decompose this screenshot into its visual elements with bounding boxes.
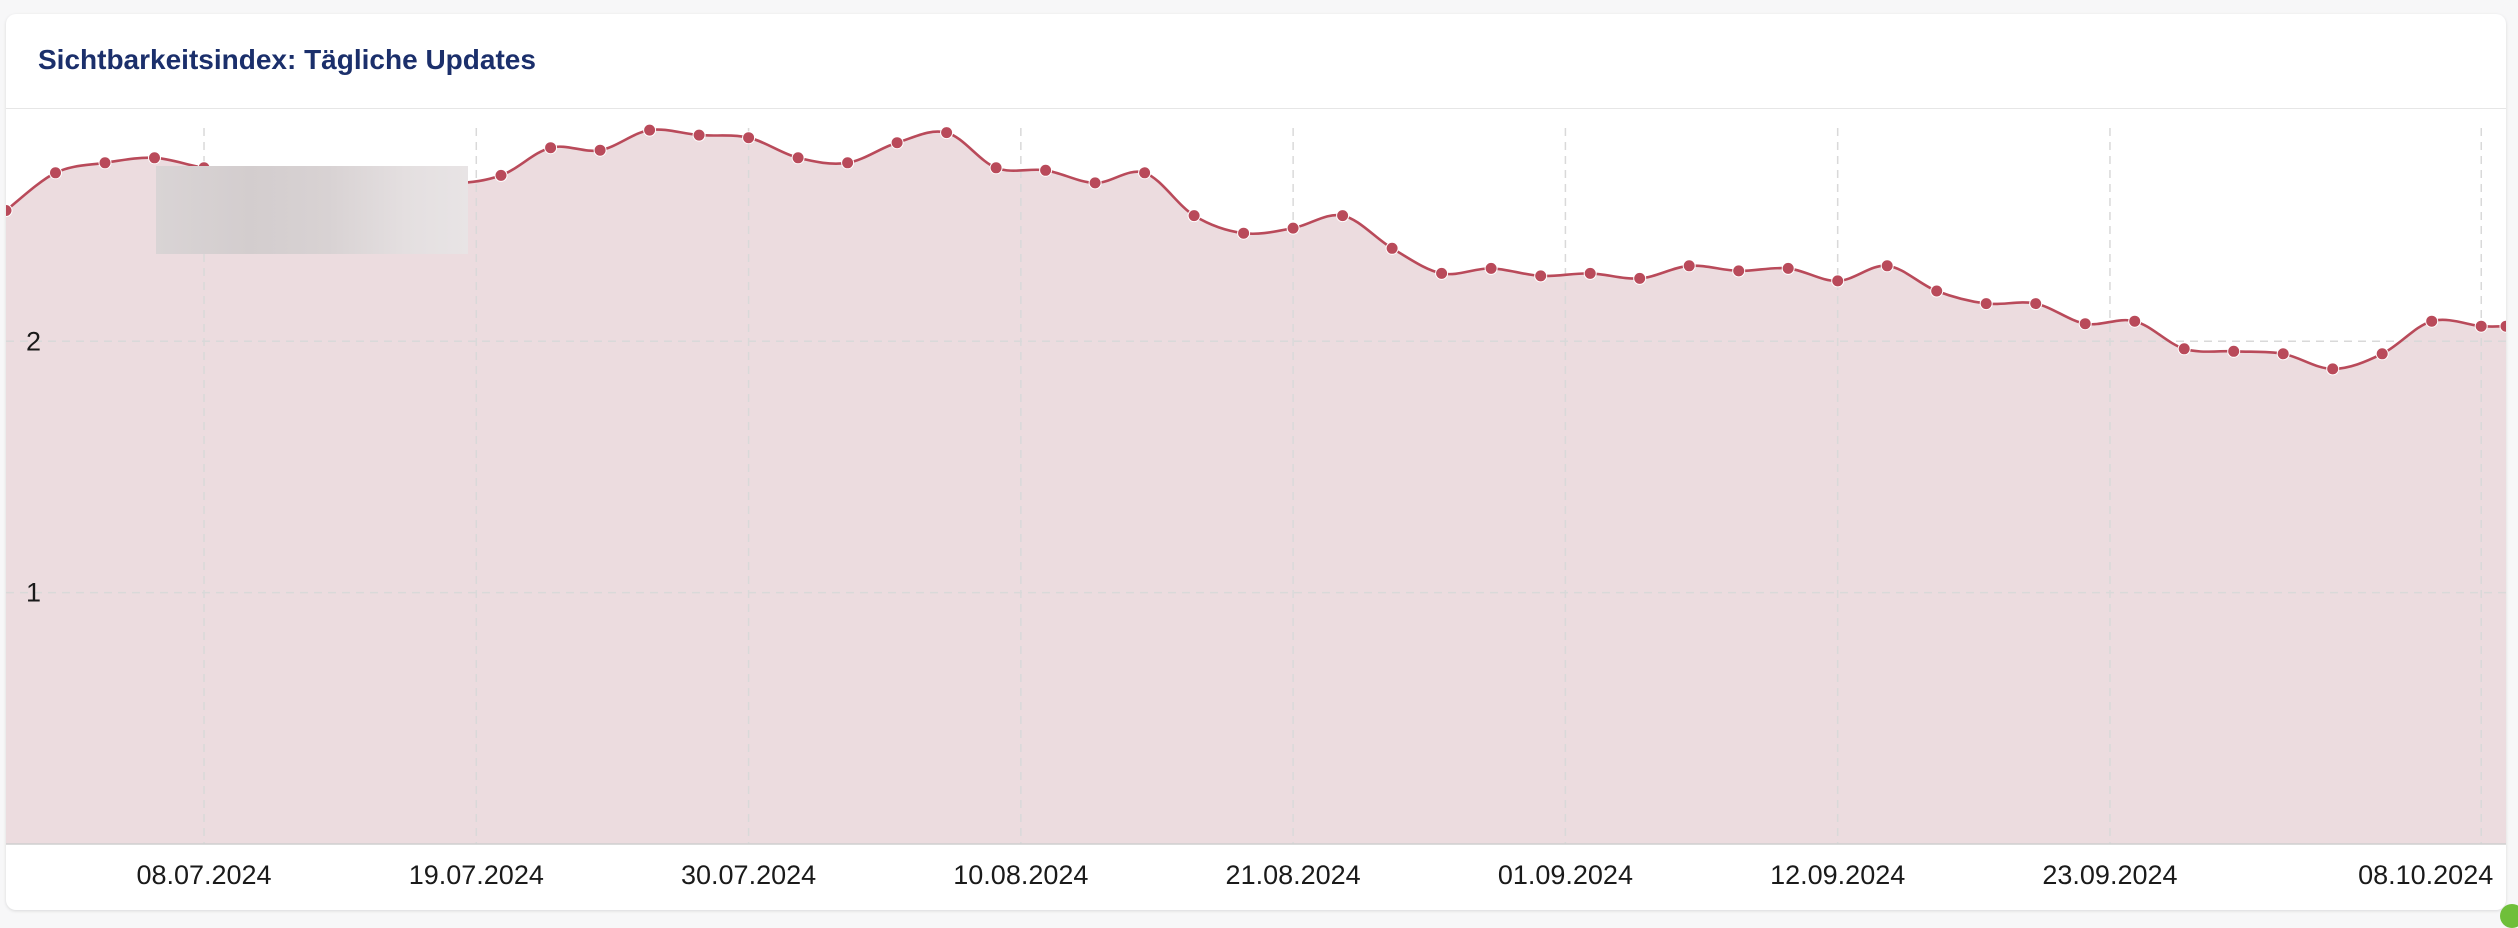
data-point-49 — [2426, 315, 2438, 327]
data-point-19 — [941, 127, 953, 139]
data-point-34 — [1683, 260, 1695, 272]
data-point-36 — [1782, 262, 1794, 274]
data-point-38 — [1881, 260, 1893, 272]
data-point-10 — [495, 169, 507, 181]
data-point-50 — [2475, 320, 2487, 332]
data-point-42 — [2079, 318, 2091, 330]
data-point-35 — [1733, 265, 1745, 277]
data-point-26 — [1287, 222, 1299, 234]
data-point-30 — [1485, 262, 1497, 274]
data-point-17 — [842, 157, 854, 169]
data-point-48 — [2376, 348, 2388, 360]
data-point-32 — [1584, 267, 1596, 279]
data-point-23 — [1139, 167, 1151, 179]
data-point-13 — [644, 124, 656, 136]
x-tick-label-8: 08.10.2024 — [2358, 860, 2493, 890]
data-point-14 — [693, 129, 705, 141]
data-point-40 — [1980, 298, 1992, 310]
data-point-28 — [1386, 242, 1398, 254]
status-indicator — [2500, 904, 2518, 928]
data-point-43 — [2129, 315, 2141, 327]
data-point-18 — [891, 137, 903, 149]
x-tick-label-0: 08.07.2024 — [136, 860, 271, 890]
data-point-44 — [2178, 343, 2190, 355]
data-point-24 — [1188, 210, 1200, 222]
data-point-39 — [1931, 285, 1943, 297]
y-tick-label-2: 2 — [26, 326, 41, 356]
data-point-15 — [743, 132, 755, 144]
data-point-41 — [2030, 298, 2042, 310]
visibility-index-chart: 1 2 08.07.2024 19.07.2024 30.07.2024 10.08.20… — [6, 14, 2506, 910]
y-tick-label-1: 1 — [26, 578, 41, 608]
data-point-1 — [50, 167, 62, 179]
data-point-16 — [792, 152, 804, 164]
x-tick-label-4: 21.08.2024 — [1226, 860, 1361, 890]
x-tick-label-3: 10.08.2024 — [953, 860, 1088, 890]
x-tick-label-1: 19.07.2024 — [409, 860, 544, 890]
data-point-20 — [990, 162, 1002, 174]
data-point-25 — [1238, 227, 1250, 239]
x-tick-label-2: 30.07.2024 — [681, 860, 816, 890]
data-point-31 — [1535, 270, 1547, 282]
data-point-11 — [545, 142, 557, 154]
data-point-27 — [1337, 210, 1349, 222]
data-point-3 — [149, 152, 161, 164]
x-tick-label-5: 01.09.2024 — [1498, 860, 1633, 890]
data-point-46 — [2277, 348, 2289, 360]
data-point-22 — [1089, 177, 1101, 189]
redacted-overlay — [156, 166, 468, 254]
data-point-12 — [594, 144, 606, 156]
data-point-29 — [1436, 267, 1448, 279]
data-point-33 — [1634, 272, 1646, 284]
data-point-47 — [2327, 363, 2339, 375]
data-point-37 — [1832, 275, 1844, 287]
data-point-45 — [2228, 345, 2240, 357]
data-point-2 — [99, 157, 111, 169]
data-point-21 — [1040, 164, 1052, 176]
x-tick-label-7: 23.09.2024 — [2042, 860, 2177, 890]
x-tick-label-6: 12.09.2024 — [1770, 860, 1905, 890]
